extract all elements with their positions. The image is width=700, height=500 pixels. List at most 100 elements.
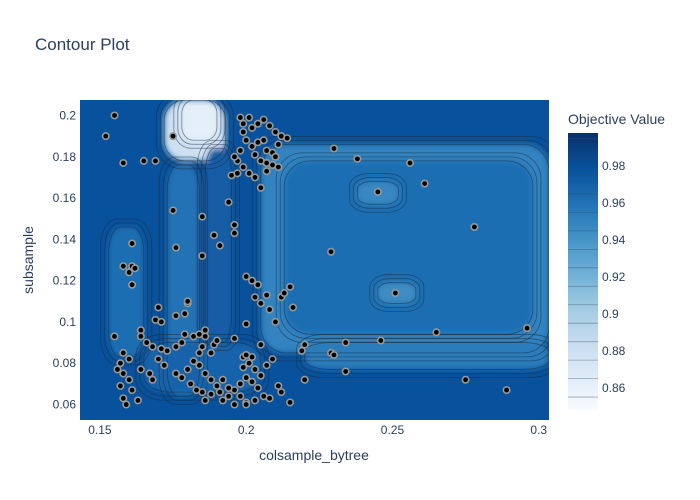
contour-lines (100, 100, 549, 405)
trial-point (128, 386, 137, 395)
trial-point (250, 396, 259, 405)
trial-point (113, 365, 122, 374)
trial-point (329, 144, 338, 153)
trial-point (256, 183, 265, 192)
trial-point (180, 330, 189, 339)
trial-point (160, 361, 169, 370)
trial-point (242, 373, 251, 382)
trial-point (177, 373, 186, 382)
trial-points (101, 111, 532, 409)
trial-point (145, 369, 154, 378)
contour-line (377, 282, 417, 304)
trial-point (253, 119, 262, 128)
trial-point (119, 394, 128, 403)
trial-point (215, 388, 224, 397)
trial-point (139, 156, 148, 165)
trial-point (207, 390, 216, 399)
colorbar-tick-label: 0.9 (602, 307, 619, 321)
trial-point (198, 251, 207, 260)
contour-line (260, 143, 549, 354)
trial-point (271, 152, 280, 161)
trial-point (224, 392, 233, 401)
trial-point (210, 231, 219, 240)
trial-point (218, 375, 227, 384)
contour-line (369, 274, 425, 312)
y-tick-label: 0.06 (53, 398, 77, 412)
contour-region-left-band (108, 226, 144, 358)
trial-point (248, 276, 257, 285)
contour-line (155, 100, 235, 170)
trial-point (248, 142, 257, 151)
colorbar-levels (568, 138, 598, 398)
contour-region-top-left-peak-core (181, 100, 217, 141)
colorbar-tick-label: 0.98 (602, 159, 626, 173)
trial-point (239, 163, 248, 172)
trial-point (242, 272, 251, 281)
trial-point (207, 375, 216, 384)
trial-point (157, 317, 166, 326)
trial-point (259, 136, 268, 145)
y-tick-label: 0.1 (59, 315, 76, 329)
contour-line (158, 156, 208, 405)
x-axis-label: colsample_bytree (259, 447, 369, 463)
contour-region-right-plateau-inner (284, 160, 533, 335)
trial-point (406, 158, 415, 167)
trial-point (300, 340, 309, 349)
plot-area (80, 100, 549, 420)
x-tick-label: 0.15 (88, 423, 112, 437)
trial-point (373, 187, 382, 196)
trial-point (250, 365, 259, 374)
trial-point (116, 359, 125, 368)
trial-point (283, 134, 292, 143)
trial-point (148, 342, 157, 351)
y-tick-label: 0.12 (53, 274, 77, 288)
trial-point (271, 128, 280, 137)
trial-point (245, 169, 254, 178)
trial-point (286, 282, 295, 291)
trial-point (125, 375, 134, 384)
trial-point (250, 173, 259, 182)
trial-point (341, 338, 350, 347)
trial-point (148, 375, 157, 384)
trial-point (189, 357, 198, 366)
trial-point (329, 350, 338, 359)
trial-point (195, 348, 204, 357)
colorbar: Objective Value 0.860.880.90.920.940.960… (568, 111, 665, 410)
trial-point (171, 369, 180, 378)
trial-point (212, 336, 221, 345)
trial-point (128, 239, 137, 248)
trial-point (288, 303, 297, 312)
trial-point (470, 222, 479, 231)
trial-point (177, 338, 186, 347)
trial-point (300, 375, 309, 384)
trial-point (119, 262, 128, 271)
trial-point (286, 398, 295, 407)
trial-point (198, 212, 207, 221)
colorbar-tick-label: 0.94 (602, 233, 626, 247)
trial-point (248, 377, 257, 386)
trial-point (119, 158, 128, 167)
trial-point (122, 400, 131, 409)
trial-point (186, 379, 195, 388)
y-tick-label: 0.16 (53, 191, 77, 205)
trial-point (171, 311, 180, 320)
trial-point (169, 132, 178, 141)
contour-line (373, 278, 421, 308)
trial-point (183, 297, 192, 306)
trial-point (259, 115, 268, 124)
x-axis-ticks: 0.15 0.2 0.25 0.3 (88, 423, 547, 437)
trial-point (391, 289, 400, 298)
trial-point (274, 381, 283, 390)
contour-line (100, 218, 153, 366)
trial-point (341, 367, 350, 376)
y-axis-ticks: 0.06 0.08 0.1 0.12 0.14 0.16 0.18 0.2 (53, 108, 77, 411)
trial-point (230, 400, 239, 409)
trial-point (201, 396, 210, 405)
trial-point (154, 355, 163, 364)
trial-point (236, 379, 245, 388)
contour-line (352, 177, 403, 209)
trial-point (242, 136, 251, 145)
colorbar-tick-label: 0.86 (602, 381, 626, 395)
trial-point (274, 140, 283, 149)
